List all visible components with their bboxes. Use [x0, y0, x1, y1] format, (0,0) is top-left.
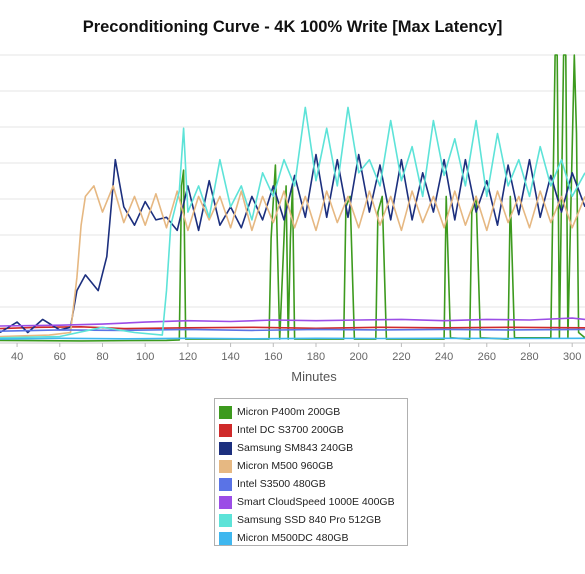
- legend-label: Samsung SM843 240GB: [237, 442, 354, 454]
- legend-item[interactable]: Intel DC S3700 200GB: [219, 421, 407, 439]
- legend-label: Intel DC S3700 200GB: [237, 424, 344, 436]
- x-tick-label: 300: [563, 351, 581, 363]
- x-tick-label: 80: [96, 351, 108, 363]
- x-tick-label: 60: [54, 351, 66, 363]
- legend-label: Intel S3500 480GB: [237, 478, 326, 490]
- x-tick-label: 120: [179, 351, 197, 363]
- legend-swatch: [219, 495, 232, 509]
- legend-swatch: [219, 531, 232, 545]
- x-tick-label: 100: [136, 351, 154, 363]
- x-axis-label: Minutes: [291, 369, 337, 384]
- series-line: [0, 106, 585, 339]
- legend-swatch: [219, 459, 232, 473]
- legend-swatch: [219, 441, 232, 455]
- legend-label: Micron P400m 200GB: [237, 406, 341, 418]
- legend-swatch: [219, 405, 232, 419]
- legend-item[interactable]: Micron P400m 200GB: [219, 403, 407, 421]
- x-tick-label: 280: [520, 351, 538, 363]
- legend-item[interactable]: Intel S3500 480GB: [219, 475, 407, 493]
- series-line: [0, 337, 585, 340]
- legend-label: Samsung SSD 840 Pro 512GB: [237, 514, 382, 526]
- x-tick-label: 160: [264, 351, 282, 363]
- series-line: [0, 153, 585, 334]
- series-line: [0, 185, 585, 338]
- x-tick-label: 200: [350, 351, 368, 363]
- series-lines: [0, 54, 585, 342]
- legend-swatch: [219, 477, 232, 491]
- legend-swatch: [219, 513, 232, 527]
- series-line: [0, 325, 585, 330]
- legend-label: Smart CloudSpeed 1000E 400GB: [237, 496, 395, 508]
- legend-item[interactable]: Samsung SM843 240GB: [219, 439, 407, 457]
- chart-title: Preconditioning Curve - 4K 100% Write [M…: [82, 18, 503, 36]
- x-tick-label: 220: [392, 351, 410, 363]
- x-tick-label: 180: [307, 351, 325, 363]
- legend-item[interactable]: Micron M500DC 480GB: [219, 529, 407, 547]
- legend-label: Micron M500 960GB: [237, 460, 334, 472]
- legend-item[interactable]: Samsung SSD 840 Pro 512GB: [219, 511, 407, 529]
- x-tick-label: 240: [435, 351, 453, 363]
- legend-item[interactable]: Smart CloudSpeed 1000E 400GB: [219, 493, 407, 511]
- series-line: [0, 317, 585, 327]
- legend-swatch: [219, 423, 232, 437]
- x-tick-label: 260: [478, 351, 496, 363]
- x-tick-label: 140: [221, 351, 239, 363]
- x-tick-labels: 40 60 80 100 120 140 160 180 200 220 240 260 280 300: [11, 343, 581, 363]
- legend-label: Micron M500DC 480GB: [237, 532, 349, 544]
- x-tick-label: 40: [11, 351, 23, 363]
- legend: Micron P400m 200GB Intel DC S3700 200GB Sa…: [214, 398, 408, 546]
- series-line: [0, 54, 585, 342]
- legend-item[interactable]: Micron M500 960GB: [219, 457, 407, 475]
